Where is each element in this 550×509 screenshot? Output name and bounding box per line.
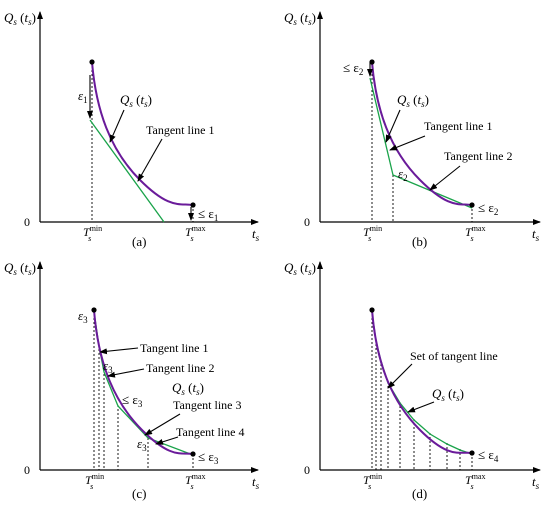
tmin-label: Tmin s	[85, 472, 104, 491]
tangent-line-1-label: Tangent line 1	[140, 341, 208, 355]
tmax-label: Tmax s	[465, 472, 485, 491]
tangent-set-label: Set of tangent line	[410, 349, 498, 363]
tangent-line-1-label: Tangent line 1	[424, 119, 492, 133]
tangent-line-3-label: Tangent line 3	[173, 398, 241, 412]
curve-label: Qs (ts)	[120, 92, 152, 109]
mid-epsilon-label: ε2	[398, 166, 408, 183]
tmin-label: Tmin s	[363, 224, 382, 243]
tmin-label: Tmin s	[83, 224, 102, 243]
tangent-line-1	[89, 119, 165, 223]
origin-label: 0	[24, 215, 30, 229]
y-axis-label: Qs (ts)	[284, 10, 316, 27]
panel-caption: (b)	[412, 234, 427, 249]
q-curve	[91, 61, 194, 206]
x-axis-label: ts	[252, 474, 260, 491]
start-point	[369, 307, 375, 313]
end-point	[190, 202, 196, 208]
tangent-line-1	[369, 77, 394, 176]
q-curve	[371, 309, 473, 454]
tangent-set-arrow	[387, 363, 413, 389]
y-axis-label: Qs (ts)	[284, 260, 316, 277]
panel-caption: (c)	[132, 486, 146, 501]
end-point	[469, 202, 475, 208]
panel-a: Qs (ts) 0 ts ε1 Qs (ts) Tangent line 1 ≤…	[4, 10, 260, 249]
tangent-line-1-arrow	[99, 347, 139, 355]
low-epsilon-label: ε3	[137, 436, 147, 453]
curve-label-arrow	[385, 109, 401, 143]
start-point	[91, 307, 97, 313]
tmax-label: Tmax s	[185, 224, 205, 243]
tangent-line-2-label: Tangent line 2	[146, 361, 214, 375]
end-point	[469, 450, 475, 456]
curve-label-arrow	[407, 401, 435, 413]
tangent-line-4-label: Tangent line 4	[176, 425, 244, 439]
panel-d: Qs (ts) 0 ts Set of tangent line Qs (ts)…	[284, 260, 541, 501]
end-error-label: ≤ ε1	[198, 206, 218, 223]
end-error-label: ≤ ε2	[478, 200, 498, 217]
curve-label: Qs (ts)	[172, 380, 204, 397]
tangent-line-1-arrow	[389, 135, 426, 151]
curve-label: Qs (ts)	[397, 92, 429, 109]
tangent-line-2-label: Tangent line 2	[444, 149, 512, 163]
origin-label: 0	[304, 215, 310, 229]
start-point	[89, 59, 95, 65]
panel-b: Qs (ts) 0 ts ≤ ε2 Qs (ts) Tangent line 1…	[284, 10, 541, 249]
end-error-label: ≤ ε3	[198, 449, 219, 466]
y-axis-label: Qs (ts)	[4, 260, 36, 277]
q-curve	[93, 309, 194, 455]
mid-epsilon-label: ε3	[103, 358, 113, 375]
start-epsilon-label: ε3	[78, 308, 88, 325]
x-axis-label: ts	[532, 474, 540, 491]
x-axis-label: ts	[252, 226, 260, 243]
panel-caption: (d)	[412, 486, 427, 501]
start-point	[369, 59, 375, 65]
y-axis-label: Qs (ts)	[4, 10, 36, 27]
tangent-line-1-arrow	[137, 138, 163, 182]
start-error-label: ≤ ε2	[343, 60, 363, 77]
x-axis-label: ts	[532, 226, 540, 243]
end-point	[190, 451, 196, 457]
tangent-line-2-arrow	[429, 165, 461, 191]
curve-label-arrow	[109, 109, 125, 143]
end-error-label: ≤ ε4	[478, 447, 499, 464]
tangent-line-3-arrow	[144, 413, 181, 436]
origin-label: 0	[24, 463, 30, 477]
mid-error-label: ≤ ε3	[122, 392, 143, 409]
tmax-label: Tmax s	[465, 224, 485, 243]
tangent-line-1-label: Tangent line 1	[146, 123, 214, 137]
curve-label: Qs (ts)	[432, 386, 464, 403]
epsilon-label: ε1	[78, 88, 88, 105]
tmin-label: Tmin s	[363, 472, 382, 491]
tmax-label: Tmax s	[185, 472, 205, 491]
origin-label: 0	[304, 463, 310, 477]
panel-caption: (a)	[132, 234, 146, 249]
q-curve	[371, 61, 473, 206]
tangent-line-2-arrow	[107, 368, 145, 378]
panel-c: Qs (ts) 0 ts ε3 Tangent line 1 ε3 Tangen…	[4, 260, 260, 501]
tangent-line-4-arrow	[155, 436, 179, 445]
